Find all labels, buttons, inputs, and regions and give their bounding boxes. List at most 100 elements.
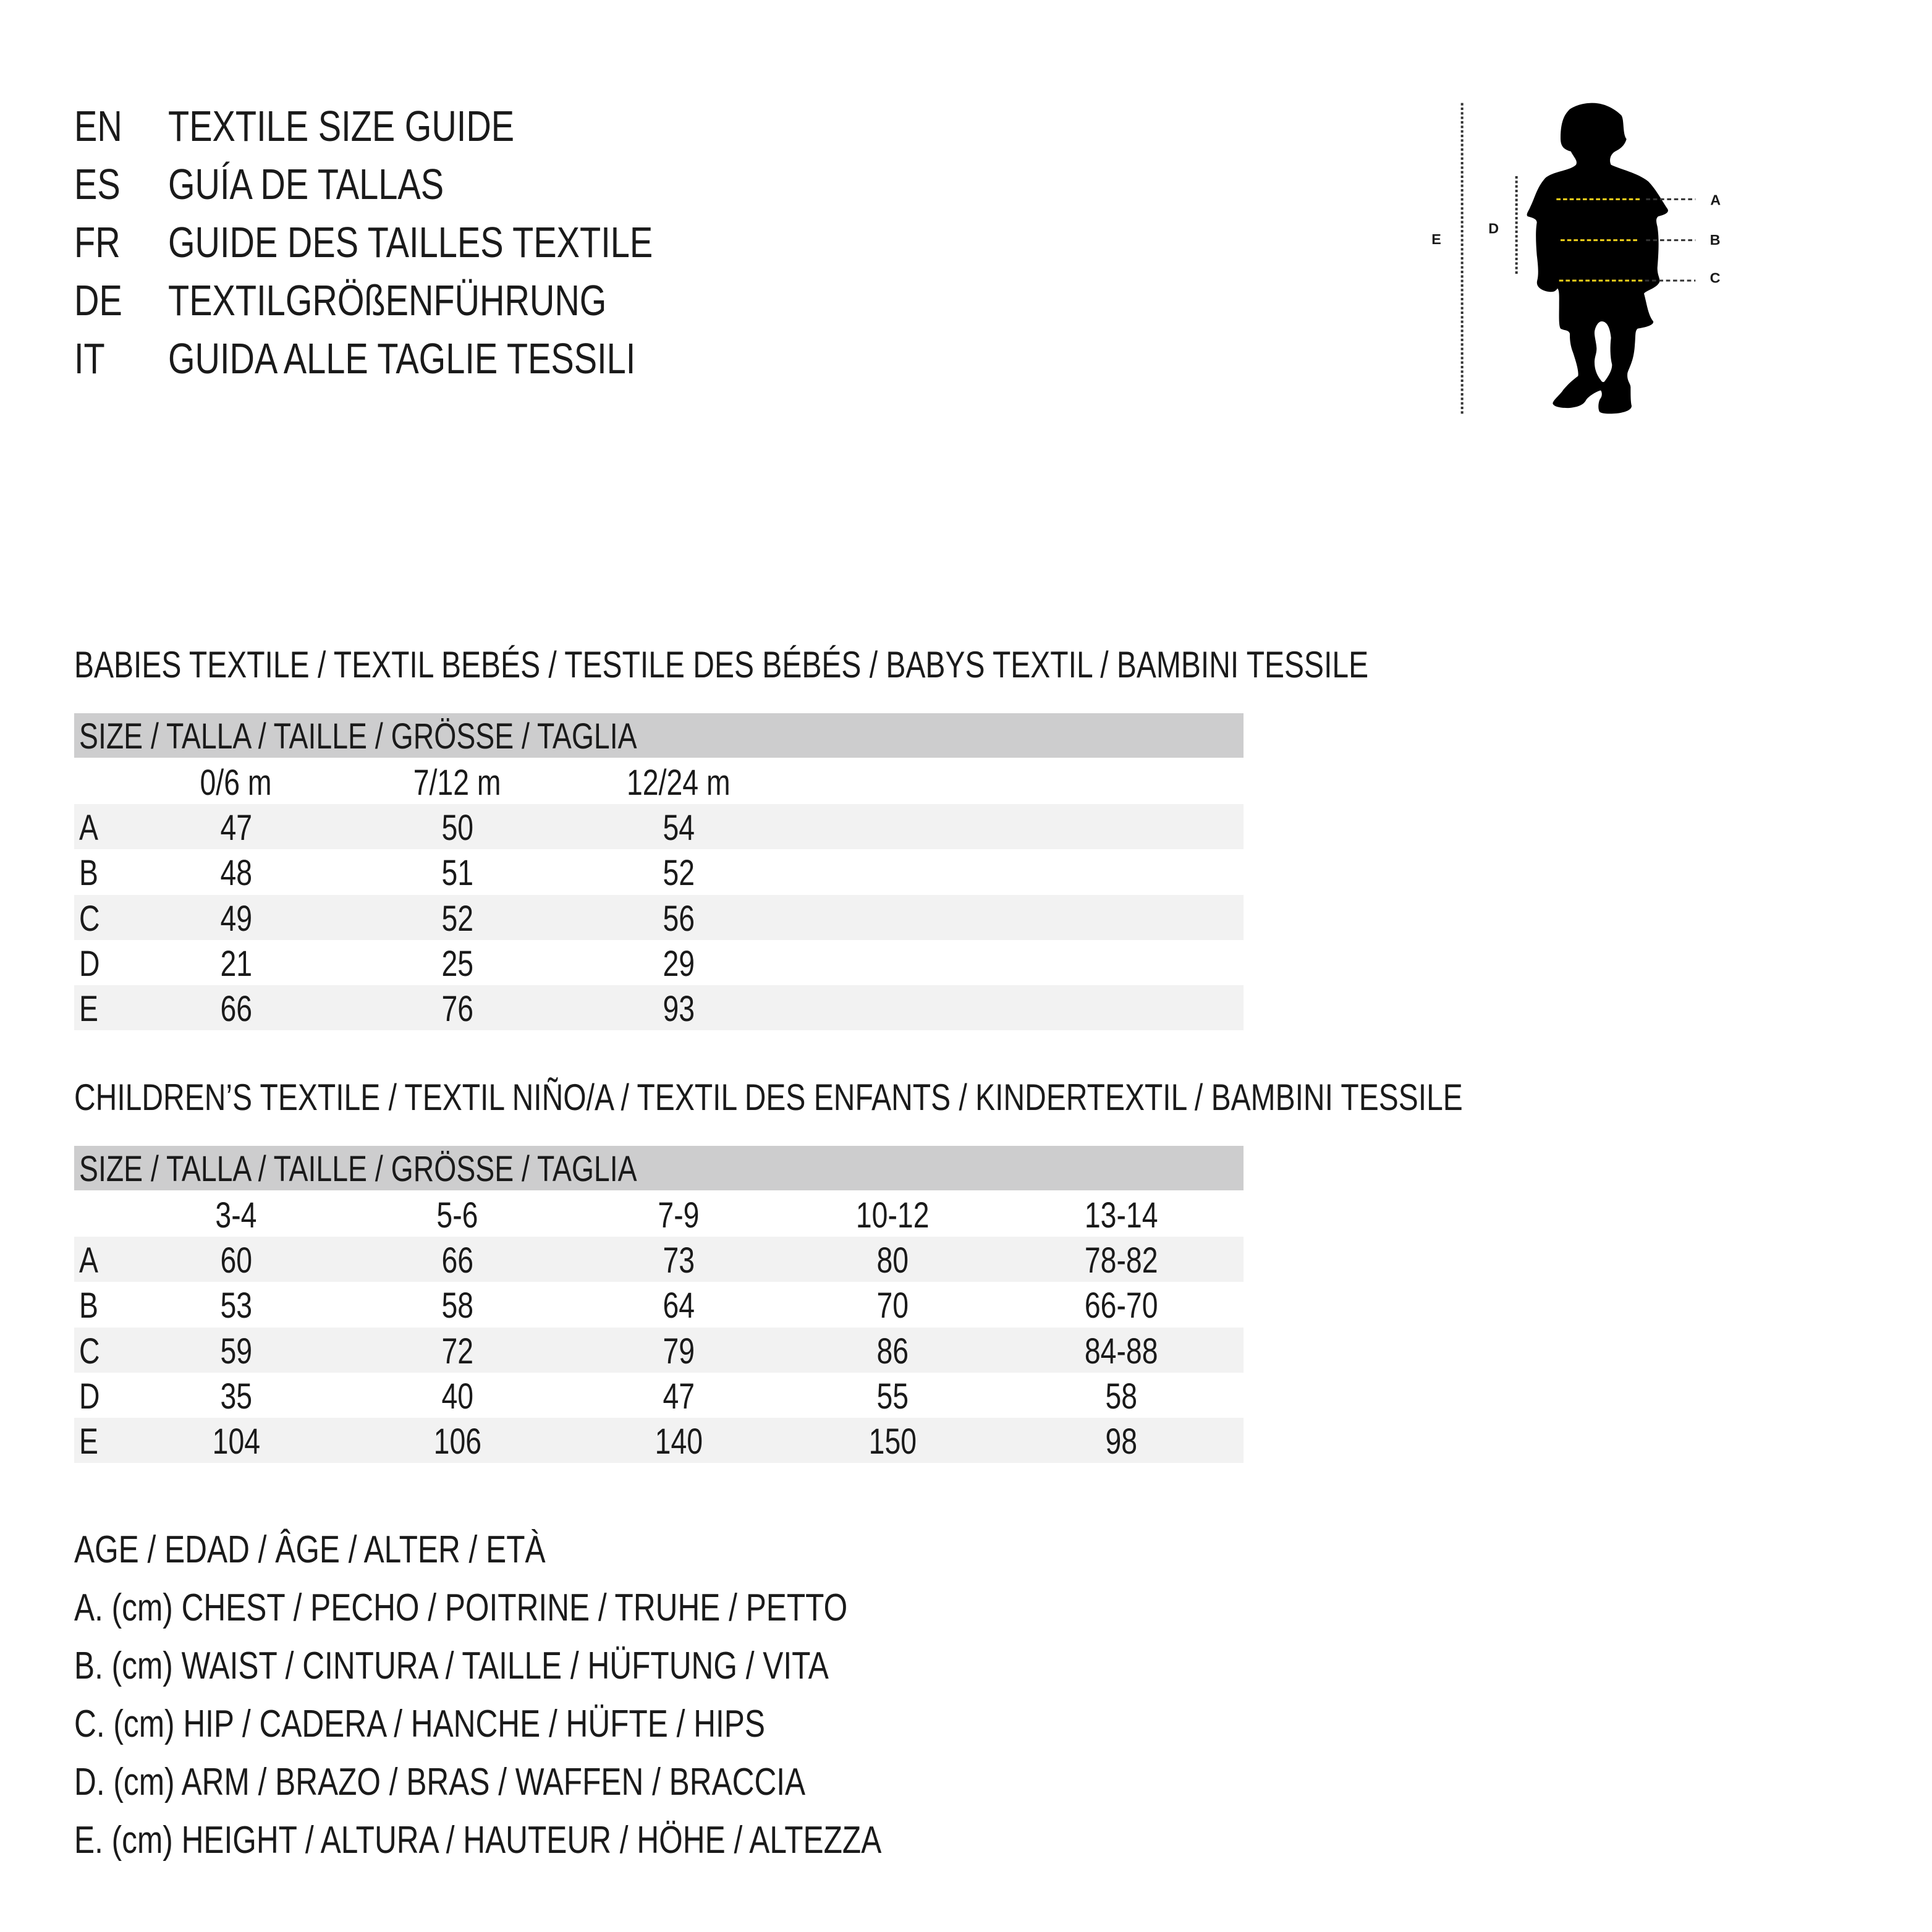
- children-heading-text: CHILDREN’S TEXTILE / TEXTIL NIÑO/A / TEX…: [74, 1077, 1463, 1118]
- cell-value: 53: [220, 1286, 252, 1326]
- legend-text: B. (cm) WAIST / CINTURA / TAILLE / HÜFTU…: [74, 1645, 829, 1687]
- legend-text: C. (cm) HIP / CADERA / HANCHE / HÜFTE / …: [74, 1703, 765, 1745]
- cell-value: 79: [663, 1331, 695, 1371]
- table-cell: 66-70: [1028, 1282, 1214, 1330]
- cell-value: 150: [868, 1421, 917, 1462]
- label-a: A: [1710, 192, 1721, 208]
- size-header-bar: SIZE / TALLA / TAILLE / GRÖSSE / TAGLIA: [74, 713, 1244, 758]
- cell-value: 56: [663, 898, 695, 939]
- cell-value: 52: [441, 898, 473, 939]
- language-code: DE: [74, 276, 122, 324]
- table-cell: 51: [365, 849, 550, 897]
- table-cell: 59: [143, 1328, 329, 1376]
- row-label: E: [79, 1421, 98, 1462]
- language-code: ES: [74, 160, 121, 208]
- row-label: E: [79, 989, 98, 1030]
- table-cell: 49: [143, 895, 329, 943]
- cell-value: 51: [441, 853, 473, 894]
- cell-value: 78-82: [1084, 1240, 1158, 1281]
- label-e: E: [1431, 231, 1441, 247]
- table-cell: 47: [586, 1373, 771, 1421]
- legend-height: E. (cm) HEIGHT / ALTURA / HAUTEUR / HÖHE…: [74, 1816, 1083, 1865]
- cell-value: 25: [441, 943, 473, 984]
- column-header-text: 0/6 m: [200, 763, 273, 803]
- table-row: C 49 52 56: [74, 894, 1244, 943]
- column-header-text: 12/24 m: [627, 763, 731, 803]
- row-label: C: [79, 1331, 100, 1371]
- title-text: GUIDE DES TAILLES TEXTILE: [168, 218, 653, 266]
- size-column-header: 3-4: [143, 1192, 329, 1240]
- cell-value: 70: [876, 1286, 909, 1326]
- cell-value: 66: [220, 989, 252, 1030]
- size-column-header: 7/12 m: [365, 759, 550, 807]
- cell-value: 58: [1105, 1376, 1137, 1417]
- cell-value: 72: [441, 1331, 473, 1371]
- table-cell: 72: [365, 1328, 550, 1376]
- table-cell: 86: [800, 1328, 985, 1376]
- cell-value: 106: [433, 1421, 481, 1462]
- cell-value: 59: [220, 1331, 252, 1371]
- table-cell: 54: [586, 804, 771, 852]
- label-b: B: [1710, 232, 1721, 248]
- child-silhouette-icon: [1527, 103, 1668, 414]
- size-column-headers: 0/6 m 7/12 m 12/24 m: [74, 759, 1244, 804]
- babies-heading: BABIES TEXTILE / TEXTIL BEBÉS / TESTILE …: [74, 640, 1692, 690]
- cell-value: 40: [441, 1376, 473, 1417]
- size-column-header: 0/6 m: [143, 759, 329, 807]
- cell-value: 50: [441, 808, 473, 848]
- table-row: B 53 58 64 70 66-70: [74, 1282, 1244, 1327]
- cell-value: 47: [663, 1376, 695, 1417]
- babies-heading-text: BABIES TEXTILE / TEXTIL BEBÉS / TESTILE …: [74, 644, 1369, 685]
- row-label: C: [79, 898, 100, 939]
- size-column-header: 10-12: [800, 1192, 985, 1240]
- table-cell: 58: [365, 1282, 550, 1330]
- table-cell: 76: [365, 985, 550, 1033]
- cell-value: 66: [441, 1240, 473, 1281]
- table-row: D 35 40 47 55 58: [74, 1373, 1244, 1418]
- table-cell: 140: [586, 1418, 771, 1466]
- table-cell: 53: [143, 1282, 329, 1330]
- table-row: E 104 106 140 150 98: [74, 1418, 1244, 1466]
- table-cell: 98: [1028, 1418, 1214, 1466]
- column-header-text: 3-4: [215, 1195, 257, 1235]
- cell-value: 60: [220, 1240, 252, 1281]
- cell-value: 49: [220, 898, 252, 939]
- cell-value: 54: [663, 808, 695, 848]
- cell-value: 80: [876, 1240, 909, 1281]
- title-text: TEXTILGRÖßENFÜHRUNG: [168, 276, 607, 324]
- table-row: C 59 72 79 86 84-88: [74, 1327, 1244, 1376]
- cell-value: 76: [441, 989, 473, 1030]
- table-cell: 47: [143, 804, 329, 852]
- table-cell: 25: [365, 940, 550, 988]
- column-header-text: 7-9: [658, 1195, 700, 1235]
- cell-value: 35: [220, 1376, 252, 1417]
- label-c: C: [1710, 270, 1721, 286]
- size-column-headers: 3-4 5-6 7-9 10-12 13-14: [74, 1192, 1244, 1237]
- table-cell: 55: [800, 1373, 985, 1421]
- row-label: A: [79, 1240, 98, 1281]
- cell-value: 73: [663, 1240, 695, 1281]
- table-cell: 106: [365, 1418, 550, 1466]
- legend-waist: B. (cm) WAIST / CINTURA / TAILLE / HÜFTU…: [74, 1642, 1017, 1691]
- size-column-header: 12/24 m: [586, 759, 771, 807]
- language-code: EN: [74, 102, 122, 150]
- title-text: TEXTILE SIZE GUIDE: [168, 102, 515, 150]
- column-header-text: 5-6: [436, 1195, 478, 1235]
- size-column-header: 5-6: [365, 1192, 550, 1240]
- table-cell: 93: [586, 985, 771, 1033]
- cell-value: 48: [220, 853, 252, 894]
- table-cell: 73: [586, 1237, 771, 1285]
- legend-text: AGE / EDAD / ÂGE / ALTER / ETÀ: [74, 1528, 546, 1571]
- table-cell: 64: [586, 1282, 771, 1330]
- cell-value: 21: [220, 943, 252, 984]
- cell-value: 84-88: [1084, 1331, 1158, 1371]
- table-cell: 48: [143, 849, 329, 897]
- table-cell: 104: [143, 1418, 329, 1466]
- legend-text: D. (cm) ARM / BRAZO / BRAS / WAFFEN / BR…: [74, 1761, 806, 1803]
- label-d: D: [1488, 220, 1499, 236]
- table-cell: 58: [1028, 1373, 1214, 1421]
- table-cell: 52: [586, 849, 771, 897]
- cell-value: 55: [876, 1376, 909, 1417]
- row-label: B: [79, 853, 98, 894]
- table-cell: 66: [143, 985, 329, 1033]
